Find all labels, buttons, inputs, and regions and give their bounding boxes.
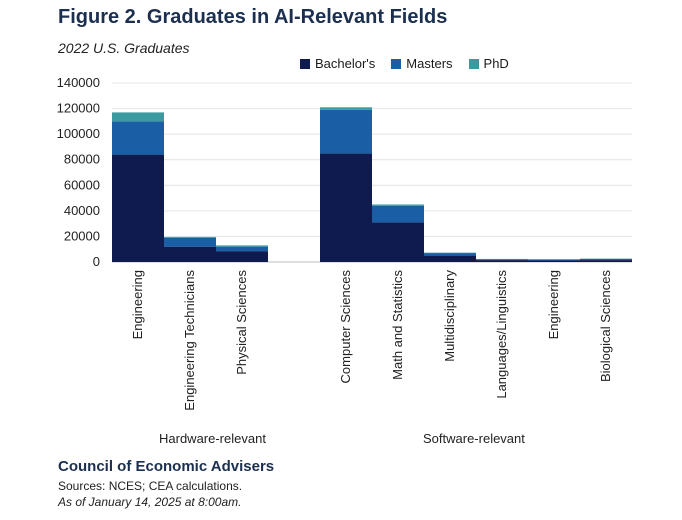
- x-tick-label: Physical Sciences: [234, 270, 249, 375]
- bar-phd: [216, 245, 268, 247]
- y-tick-label: 100000: [57, 126, 100, 141]
- x-tick-label: Engineering: [546, 270, 561, 339]
- y-tick-label: 120000: [57, 101, 100, 116]
- x-tick-label: Multidisciplinary: [442, 270, 457, 362]
- bar-bachelors: [476, 260, 528, 262]
- bar-masters: [528, 259, 580, 261]
- bar-bachelors: [216, 251, 268, 262]
- legend-label-bachelors: Bachelor's: [315, 56, 376, 71]
- bar-masters: [320, 109, 372, 154]
- chart-title: Figure 2. Graduates in AI-Relevant Field…: [58, 6, 448, 28]
- x-tick-label: Math and Statistics: [390, 270, 405, 380]
- bar-masters: [476, 259, 528, 261]
- legend: Bachelor's Masters PhD: [300, 56, 509, 71]
- bar-bachelors: [528, 260, 580, 262]
- y-tick-label: 20000: [64, 228, 100, 243]
- chart-subtitle: 2022 U.S. Graduates: [58, 40, 190, 56]
- y-tick-label: 80000: [64, 152, 100, 167]
- legend-swatch-bachelors: [300, 58, 310, 69]
- bar-bachelors: [424, 255, 476, 262]
- legend-swatch-phd: [468, 58, 479, 69]
- bar-bachelors: [372, 222, 424, 262]
- x-tick-label: Engineering: [130, 270, 145, 339]
- y-tick-label: 0: [93, 254, 100, 269]
- x-tick-label: Biological Sciences: [598, 270, 613, 383]
- bar-masters: [216, 246, 268, 252]
- bar-masters: [372, 205, 424, 223]
- bar-bachelors: [580, 260, 632, 262]
- x-tick-label: Engineering Technicians: [182, 270, 197, 411]
- bar-phd: [112, 112, 164, 122]
- y-tick-label: 140000: [57, 75, 100, 90]
- bar-bachelors: [112, 154, 164, 262]
- bar-phd: [320, 107, 372, 110]
- legend-item-phd: PhD: [468, 56, 509, 71]
- bar-bachelors: [320, 153, 372, 262]
- legend-item-masters: Masters: [391, 56, 453, 71]
- bar-phd: [372, 204, 424, 206]
- legend-swatch-masters: [391, 58, 402, 69]
- footer-date: As of January 14, 2025 at 8:00am.: [58, 495, 242, 509]
- x-tick-label: Languages/Linguistics: [494, 270, 509, 399]
- bar-masters: [112, 121, 164, 155]
- group-label-software: Software-relevant: [423, 431, 525, 446]
- bar-bachelors: [164, 246, 216, 262]
- legend-item-bachelors: Bachelor's: [300, 56, 375, 71]
- y-tick-label: 40000: [64, 203, 100, 218]
- legend-label-phd: PhD: [483, 56, 509, 71]
- bar-masters: [164, 237, 216, 247]
- x-tick-label: Computer Sciences: [338, 270, 353, 384]
- legend-label-masters: Masters: [406, 56, 453, 71]
- group-label-hardware: Hardware-relevant: [159, 431, 266, 446]
- footer-sources: Sources: NCES; CEA calculations.: [58, 479, 243, 493]
- y-tick-label: 60000: [64, 177, 100, 192]
- footer-organization: Council of Economic Advisers: [58, 458, 275, 475]
- bar-phd: [164, 236, 216, 238]
- bar-masters: [424, 253, 476, 256]
- bar-masters: [580, 258, 632, 261]
